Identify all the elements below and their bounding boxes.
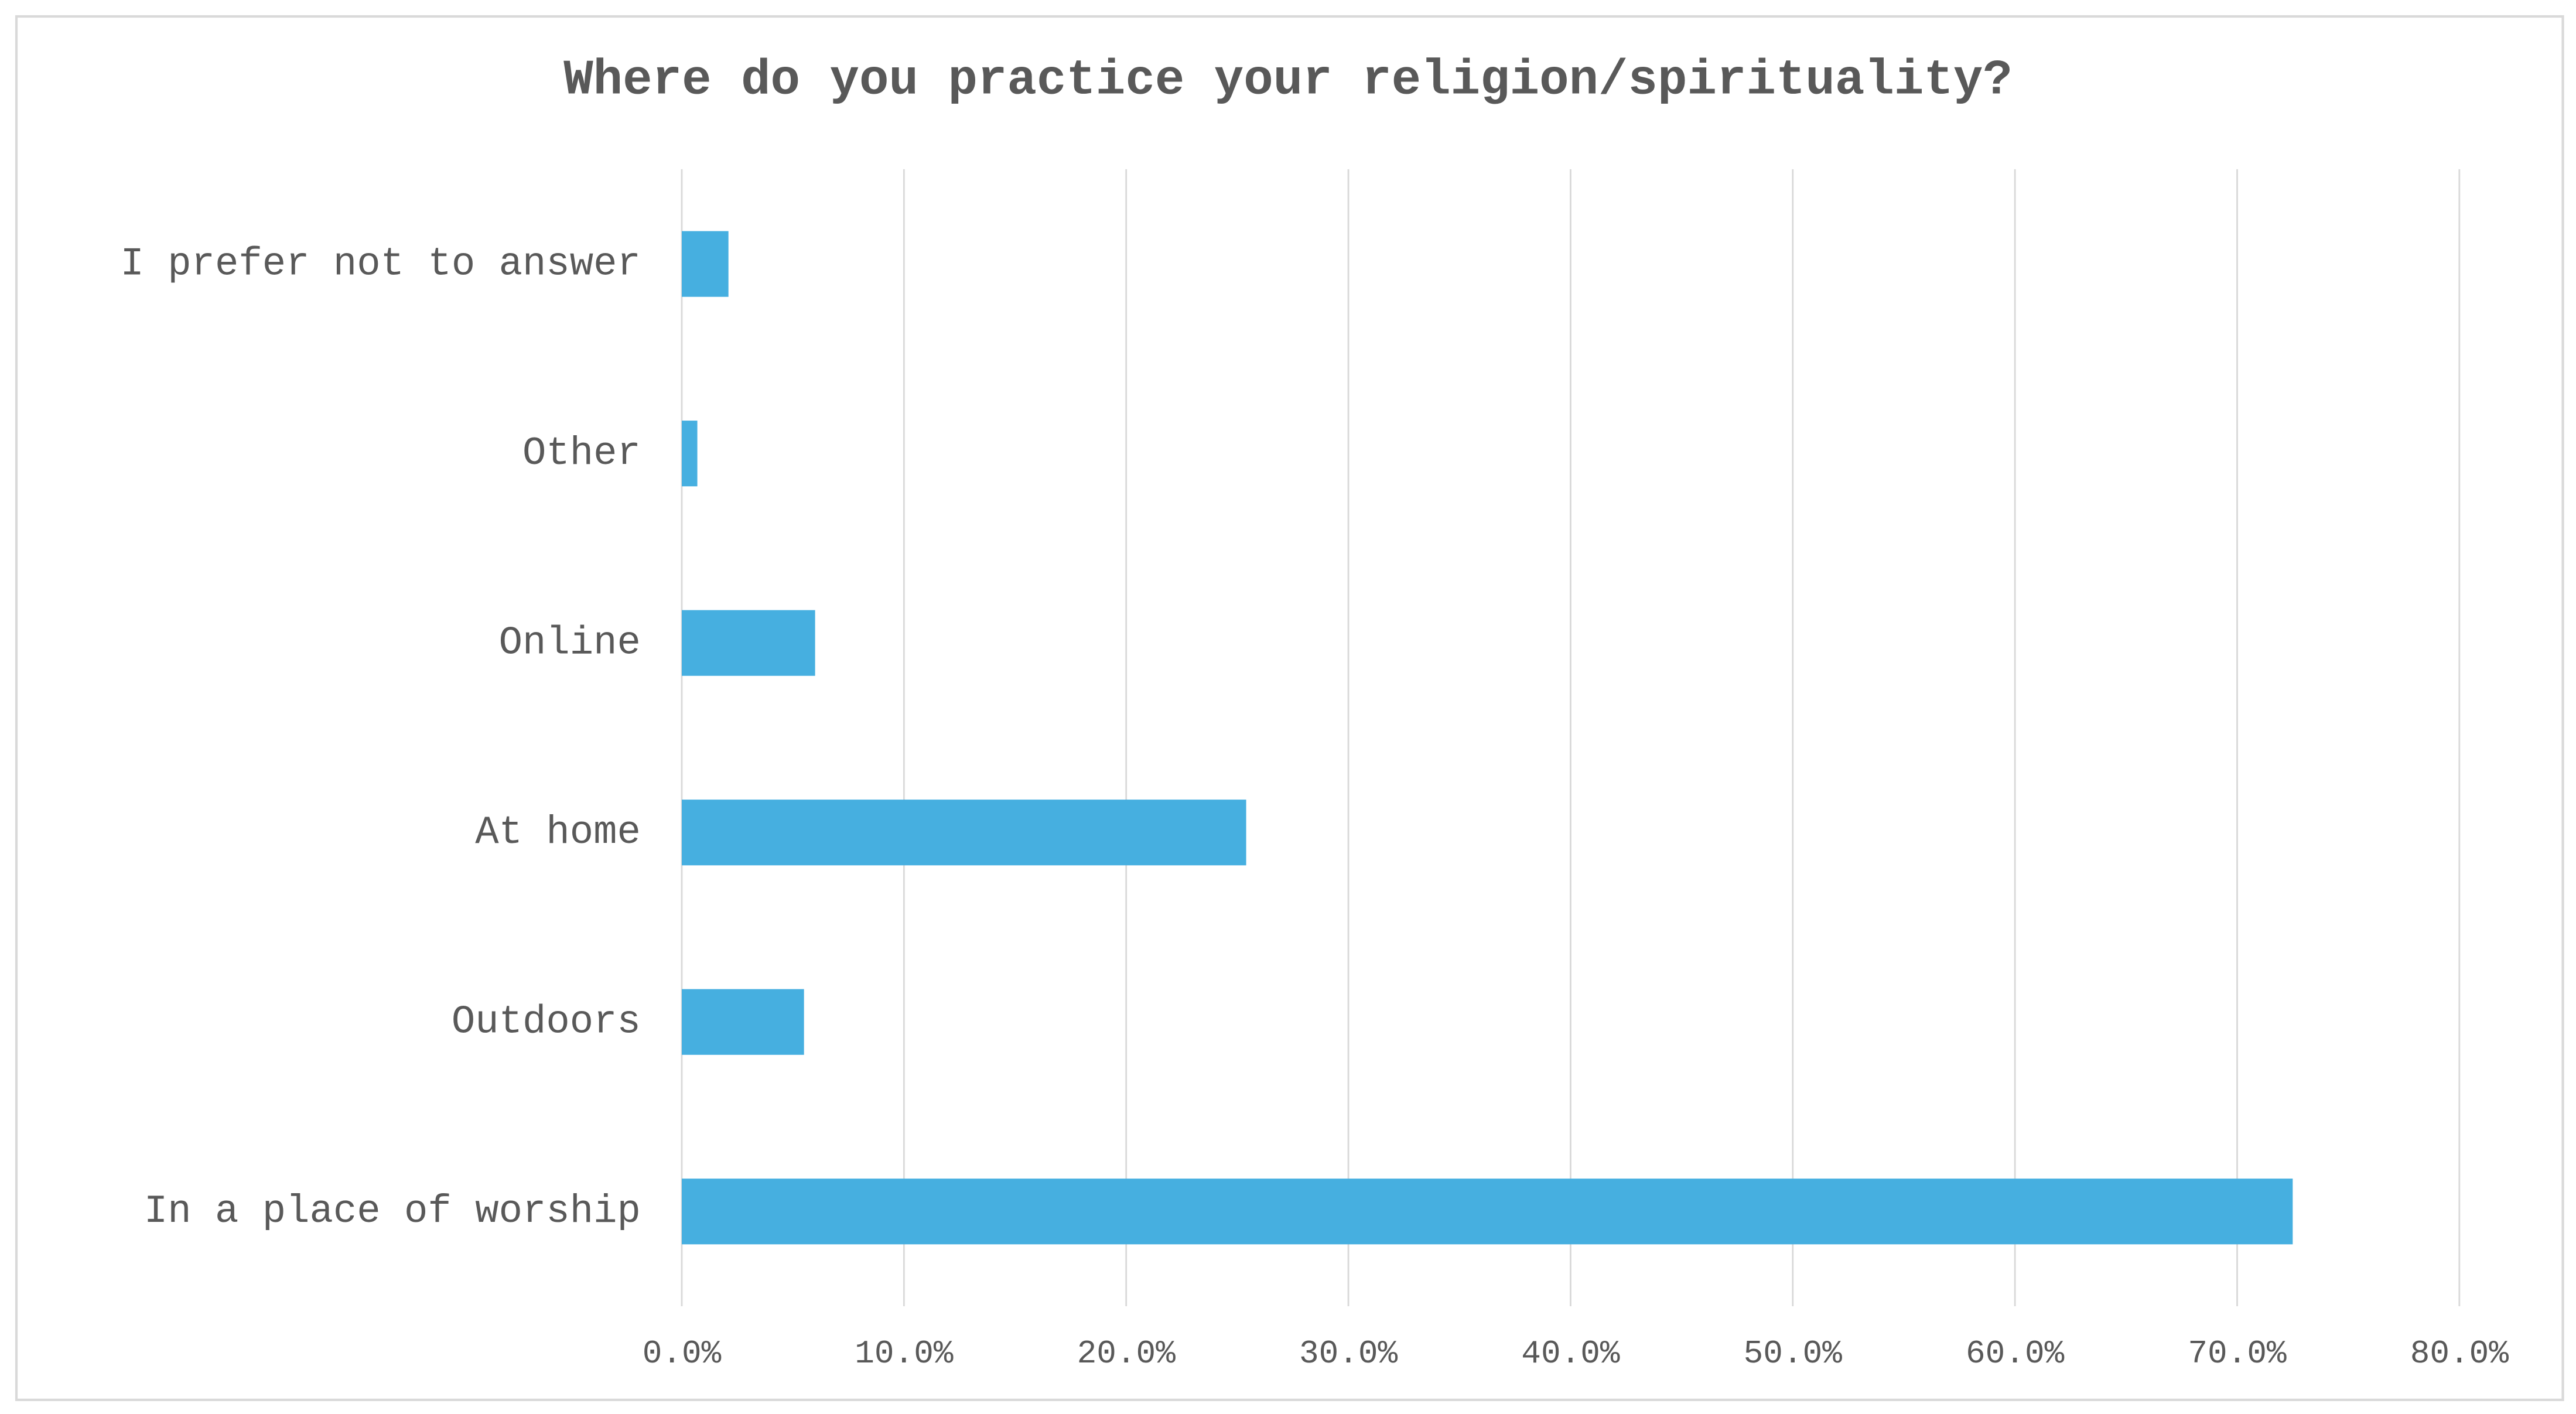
bar (682, 800, 1246, 866)
x-tick-label: 60.0% (1966, 1335, 2065, 1372)
x-tick-label: 30.0% (1299, 1335, 1398, 1372)
bar (682, 1179, 2293, 1245)
bar (682, 231, 729, 297)
bar (682, 421, 698, 487)
x-tick-label: 40.0% (1521, 1335, 1620, 1372)
bar (682, 989, 804, 1055)
x-tick-label: 70.0% (2188, 1335, 2287, 1372)
bar (682, 610, 815, 676)
y-tick-label: Online (499, 621, 641, 665)
x-tick-label: 0.0% (643, 1335, 722, 1372)
x-tick-label: 20.0% (1077, 1335, 1176, 1372)
y-tick-label: Other (522, 432, 641, 476)
y-tick-label: At home (475, 811, 641, 855)
x-tick-label: 80.0% (2410, 1335, 2509, 1372)
y-tick-label: In a place of worship (144, 1190, 641, 1234)
x-tick-label: 10.0% (855, 1335, 954, 1372)
chart-border (15, 15, 2564, 1401)
chart-title: Where do you practice your religion/spir… (563, 53, 2013, 109)
y-tick-label: Outdoors (452, 1000, 641, 1045)
x-tick-label: 50.0% (1744, 1335, 1843, 1372)
y-tick-label: I prefer not to answer (120, 242, 640, 286)
